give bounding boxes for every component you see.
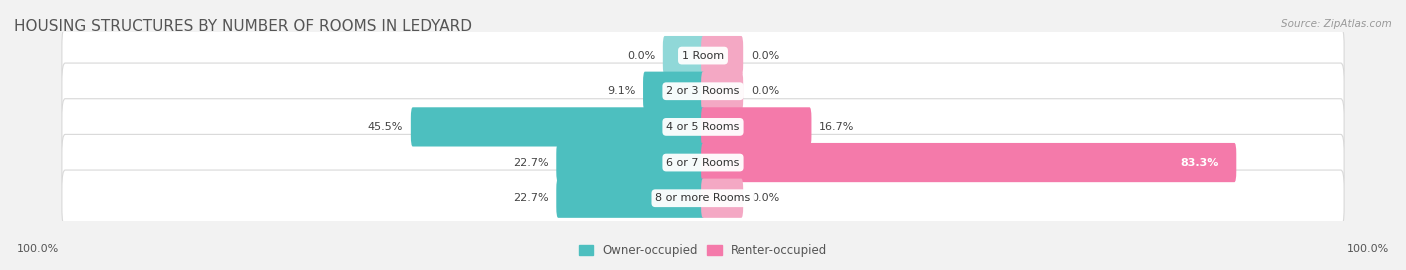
FancyBboxPatch shape xyxy=(702,179,744,218)
FancyBboxPatch shape xyxy=(662,36,704,75)
Text: 2 or 3 Rooms: 2 or 3 Rooms xyxy=(666,86,740,96)
FancyBboxPatch shape xyxy=(643,72,704,111)
Text: 100.0%: 100.0% xyxy=(17,244,59,254)
FancyBboxPatch shape xyxy=(702,143,1236,182)
Text: 4 or 5 Rooms: 4 or 5 Rooms xyxy=(666,122,740,132)
Text: 0.0%: 0.0% xyxy=(751,50,779,60)
FancyBboxPatch shape xyxy=(557,179,704,218)
Text: 45.5%: 45.5% xyxy=(368,122,404,132)
Text: 9.1%: 9.1% xyxy=(607,86,636,96)
Text: 100.0%: 100.0% xyxy=(1347,244,1389,254)
FancyBboxPatch shape xyxy=(411,107,704,147)
Text: 83.3%: 83.3% xyxy=(1180,158,1219,168)
Text: Source: ZipAtlas.com: Source: ZipAtlas.com xyxy=(1281,19,1392,29)
Text: HOUSING STRUCTURES BY NUMBER OF ROOMS IN LEDYARD: HOUSING STRUCTURES BY NUMBER OF ROOMS IN… xyxy=(14,19,472,34)
FancyBboxPatch shape xyxy=(62,134,1344,191)
FancyBboxPatch shape xyxy=(557,143,704,182)
FancyBboxPatch shape xyxy=(702,107,811,147)
Text: 16.7%: 16.7% xyxy=(820,122,855,132)
Legend: Owner-occupied, Renter-occupied: Owner-occupied, Renter-occupied xyxy=(579,244,827,257)
Text: 22.7%: 22.7% xyxy=(513,158,548,168)
Text: 8 or more Rooms: 8 or more Rooms xyxy=(655,193,751,203)
FancyBboxPatch shape xyxy=(702,36,744,75)
FancyBboxPatch shape xyxy=(62,63,1344,119)
Text: 0.0%: 0.0% xyxy=(627,50,655,60)
FancyBboxPatch shape xyxy=(62,28,1344,84)
Text: 0.0%: 0.0% xyxy=(751,193,779,203)
Text: 6 or 7 Rooms: 6 or 7 Rooms xyxy=(666,158,740,168)
FancyBboxPatch shape xyxy=(62,99,1344,155)
Text: 22.7%: 22.7% xyxy=(513,193,548,203)
FancyBboxPatch shape xyxy=(702,72,744,111)
Text: 0.0%: 0.0% xyxy=(751,86,779,96)
Text: 1 Room: 1 Room xyxy=(682,50,724,60)
FancyBboxPatch shape xyxy=(62,170,1344,226)
